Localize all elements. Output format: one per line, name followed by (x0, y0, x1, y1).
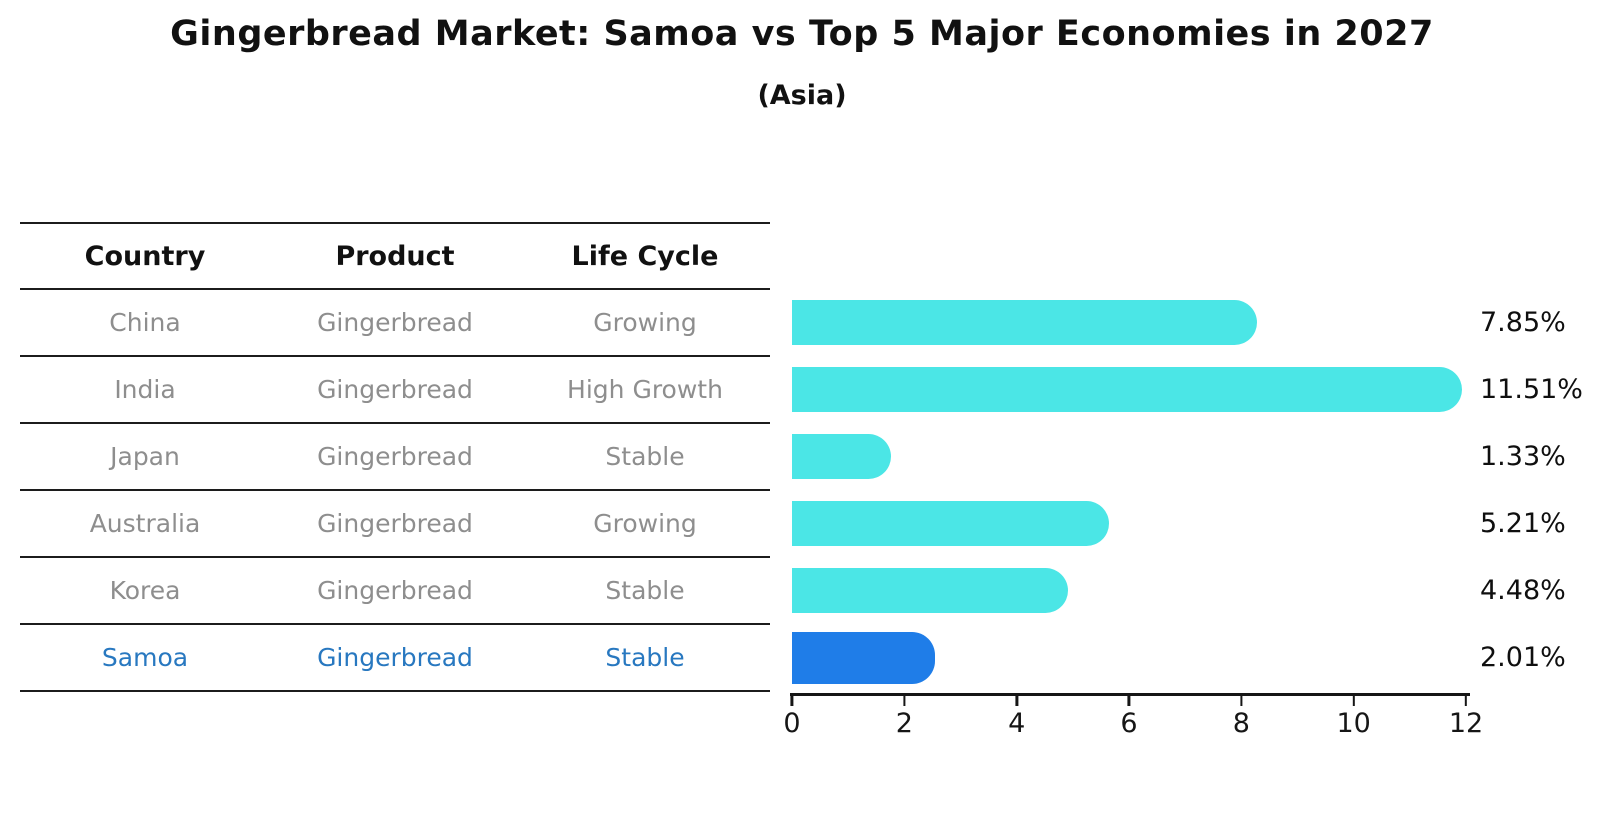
bar-row-japan: 1.33% (792, 434, 1604, 479)
x-tick-0: 0 (783, 693, 801, 739)
tick-label: 4 (1008, 708, 1026, 739)
tick-mark (1015, 693, 1018, 706)
cell-country: Australia (89, 509, 201, 538)
bar-row-australia: 5.21% (792, 501, 1604, 546)
bar-row-samoa: 2.01% (792, 632, 1604, 684)
value-label-australia: 5.21% (1480, 508, 1566, 539)
tick-mark (1127, 693, 1131, 706)
bar-row-india: 11.51% (792, 367, 1604, 412)
cell-product: Gingerbread (317, 308, 473, 337)
cell-lifecycle: Growing (593, 308, 697, 337)
chart-subtitle: (Asia) (757, 80, 847, 111)
bar-korea (792, 568, 1068, 613)
column-header-product: Product (335, 240, 455, 272)
cell-lifecycle: Stable (605, 576, 685, 605)
tick-mark (1240, 693, 1243, 706)
x-tick-8: 8 (1233, 693, 1250, 739)
value-label-samoa: 2.01% (1480, 642, 1566, 673)
bar-samoa (792, 632, 935, 684)
bar-australia (792, 501, 1109, 546)
cell-product: Gingerbread (317, 375, 473, 404)
bar-row-china: 7.85% (792, 300, 1604, 345)
x-tick-4: 4 (1008, 693, 1025, 739)
tick-label: 10 (1336, 708, 1371, 739)
x-tick-6: 6 (1120, 693, 1138, 739)
value-label-china: 7.85% (1480, 307, 1566, 338)
cell-country: Samoa (101, 643, 189, 672)
column-header-country: Country (84, 240, 206, 272)
value-label-india: 11.51% (1480, 374, 1583, 405)
tick-label: 0 (783, 708, 801, 739)
cell-lifecycle: Stable (605, 643, 685, 672)
bar-japan (792, 434, 891, 479)
cell-country: India (114, 375, 176, 404)
table-row-india: India Gingerbread High Growth (20, 355, 770, 422)
tick-mark (903, 693, 906, 706)
chart-title: Gingerbread Market: Samoa vs Top 5 Major… (170, 14, 1434, 54)
table-row-australia: Australia Gingerbread Growing (20, 489, 770, 556)
cell-country: Korea (109, 576, 181, 605)
tick-mark (1464, 693, 1468, 706)
tick-label: 6 (1120, 708, 1138, 739)
tick-mark (1352, 693, 1355, 706)
tick-mark (790, 693, 794, 706)
column-header-lifecycle: Life Cycle (571, 240, 719, 272)
value-label-korea: 4.48% (1480, 575, 1566, 606)
tick-label: 8 (1232, 708, 1250, 739)
cell-product: Gingerbread (317, 442, 473, 471)
x-tick-2: 2 (896, 693, 913, 739)
cell-product: Gingerbread (317, 643, 473, 672)
table-row-korea: Korea Gingerbread Stable (20, 556, 770, 623)
bar-row-korea: 4.48% (792, 568, 1604, 613)
country-table: Country Product Life Cycle China Gingerb… (20, 222, 770, 692)
bar-china (792, 300, 1257, 345)
cell-lifecycle: Growing (593, 509, 697, 538)
table-header-row: Country Product Life Cycle (20, 222, 770, 288)
bar-india (792, 367, 1463, 412)
cell-product: Gingerbread (317, 576, 473, 605)
x-tick-12: 12 (1449, 693, 1483, 739)
table-row-china: China Gingerbread Growing (20, 288, 770, 355)
table-row-japan: Japan Gingerbread Stable (20, 422, 770, 489)
value-label-japan: 1.33% (1480, 441, 1566, 472)
tick-label: 12 (1448, 708, 1484, 739)
cell-product: Gingerbread (317, 509, 473, 538)
x-tick-10: 10 (1336, 693, 1371, 739)
table-row-samoa: Samoa Gingerbread Stable (20, 623, 770, 690)
cell-country: Japan (110, 442, 180, 471)
cell-lifecycle: Stable (605, 442, 685, 471)
tick-label: 2 (895, 708, 913, 739)
cell-country: China (109, 308, 181, 337)
cell-lifecycle: High Growth (567, 375, 723, 404)
